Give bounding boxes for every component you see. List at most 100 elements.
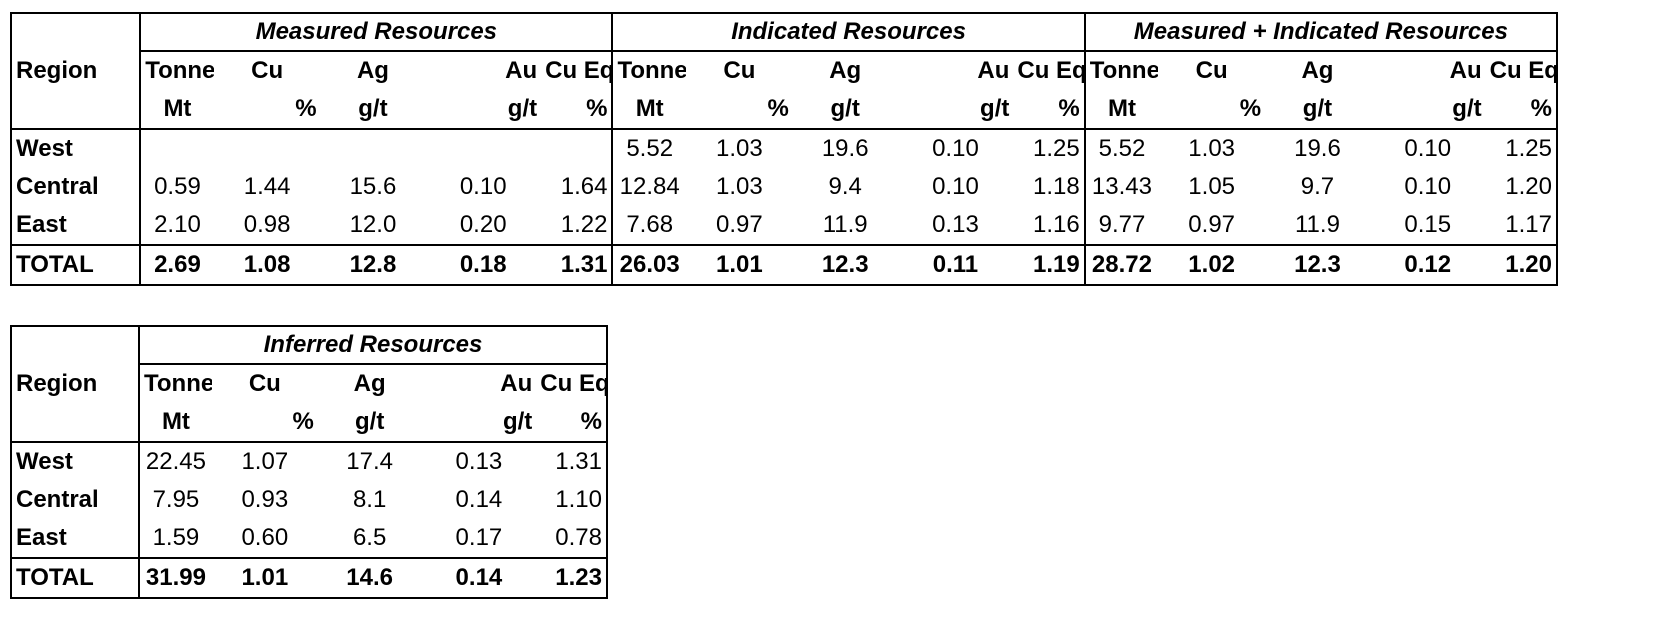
- value-ag: 11.9: [1294, 211, 1340, 238]
- group-header-indicated: Indicated Resources: [611, 13, 1085, 52]
- value-cu: 1.07: [241, 448, 289, 475]
- value-tonnes: 12.84: [611, 168, 686, 206]
- value-ag: 19.6: [821, 135, 869, 162]
- region-header: Region: [16, 56, 98, 84]
- value-au: 0.10: [932, 135, 979, 162]
- value-cu-eq: 0.78: [555, 524, 602, 551]
- value-ag: 12.3: [1265, 244, 1370, 285]
- group-header-combined: Measured + Indicated Resources: [1083, 13, 1557, 52]
- value-au: 0.12: [1369, 244, 1486, 285]
- value-cu: 0.97: [1188, 211, 1236, 238]
- col-unit-au: g/t: [1369, 90, 1486, 130]
- value-tonnes: 13.43: [1083, 168, 1159, 206]
- col-unit-cu-eq: %: [536, 403, 607, 443]
- group-header-measured: Measured Resources: [139, 13, 613, 52]
- total-row: TOTAL 31.99 1.01 14.6 0.14 1.23: [11, 557, 607, 598]
- value-cu: 1.03: [716, 135, 763, 162]
- group-header-inferred: Inferred Resources: [138, 326, 607, 365]
- value-au: 0.15: [1404, 211, 1452, 238]
- value-tonnes: 7.95: [138, 481, 212, 519]
- value-cu: 0.60: [241, 524, 289, 551]
- region-header-blank: [11, 403, 140, 443]
- value-cu: 1.05: [1188, 173, 1236, 200]
- value-au: 0.13: [932, 211, 979, 238]
- value-tonnes: 31.99: [138, 557, 212, 598]
- col-unit-au: g/t: [421, 403, 537, 443]
- resource-table-measured-indicated: Measured Resources Indicated Resources M…: [10, 12, 1558, 286]
- col-header-ag: Ag: [829, 57, 862, 84]
- region-name: TOTAL: [11, 244, 141, 285]
- region-header-blank: [11, 90, 141, 130]
- value-ag: 12.8: [320, 244, 426, 285]
- value-cu: 1.03: [1188, 135, 1236, 162]
- total-row: TOTAL 2.69 1.08 12.8 0.18 1.31 26.03 1.01 12.3 0.…: [11, 244, 1557, 285]
- value-ag: 15.6: [349, 173, 397, 200]
- col-unit-tonnes: Mt: [1083, 90, 1159, 130]
- value-au: 0.18: [425, 244, 542, 285]
- value-cu-eq: 1.23: [536, 557, 607, 598]
- corner-cell: [11, 326, 139, 364]
- value-cu-eq: 1.25: [1032, 135, 1080, 162]
- col-unit-cu: %: [213, 90, 321, 130]
- col-header-cu: Cu: [1195, 57, 1228, 84]
- col-header-au: Au: [500, 370, 533, 397]
- col-header-au: Au: [505, 57, 538, 84]
- region-name: Central: [16, 173, 99, 200]
- col-header-ag: Ag: [1301, 57, 1334, 84]
- value-cu: 1.44: [243, 173, 291, 200]
- col-header-tonnes: Tonnes: [139, 51, 214, 90]
- col-unit-tonnes: Mt: [138, 403, 212, 443]
- col-unit-au: g/t: [897, 90, 1014, 130]
- value-tonnes: 0.59: [139, 168, 214, 206]
- value-au: 0.14: [421, 557, 537, 598]
- value-tonnes: [139, 129, 214, 168]
- col-unit-tonnes: Mt: [139, 90, 214, 130]
- value-cu-eq: 1.10: [555, 486, 602, 513]
- region-header: Region: [16, 369, 98, 397]
- region-name: West: [16, 135, 73, 162]
- value-cu-eq: 1.17: [1505, 211, 1552, 238]
- value-ag: 9.7: [1300, 173, 1335, 200]
- region-name: East: [16, 211, 67, 238]
- value-ag: 8.1: [352, 486, 387, 513]
- value-cu: 0.97: [716, 211, 763, 238]
- value-cu-eq: 1.19: [1013, 244, 1085, 285]
- col-header-ag: Ag: [356, 57, 389, 84]
- col-unit-cu-eq: %: [1485, 90, 1557, 130]
- col-header-cu-eq: Cu Eq: [545, 57, 613, 84]
- value-cu: 1.01: [685, 244, 793, 285]
- value-tonnes: 2.69: [139, 244, 214, 285]
- value-au: 0.10: [459, 173, 507, 200]
- value-au: 0.10: [1404, 135, 1452, 162]
- value-au: 0.14: [455, 486, 503, 513]
- col-unit-cu: %: [685, 90, 793, 130]
- col-header-cu-eq: Cu Eq: [1017, 57, 1085, 84]
- value-ag: 17.4: [346, 448, 393, 475]
- value-cu: 0.98: [243, 211, 291, 238]
- value-cu-eq: 1.16: [1032, 211, 1080, 238]
- col-unit-tonnes: Mt: [611, 90, 686, 130]
- value-cu-eq: 1.64: [560, 173, 608, 200]
- col-header-cu: Cu: [723, 57, 756, 84]
- col-header-tonnes: Tonnes: [1083, 51, 1159, 90]
- value-ag: 12.3: [792, 244, 898, 285]
- value-ag: 14.6: [317, 557, 422, 598]
- value-au: [425, 129, 541, 168]
- value-cu-eq: 1.22: [560, 211, 608, 238]
- col-header-au: Au: [977, 57, 1010, 84]
- col-unit-au: g/t: [425, 90, 542, 130]
- col-header-tonnes: Tonnes: [611, 51, 686, 90]
- value-au: 0.10: [1404, 173, 1452, 200]
- table-row: East 1.59 0.60 6.5 0.17 0.78: [11, 519, 607, 558]
- value-ag: 19.6: [1294, 135, 1341, 162]
- value-cu: 1.03: [716, 173, 763, 200]
- table-row: Central 0.59 1.44 15.6 0.10 1.64 12.84 1.03 9.4 0…: [11, 168, 1557, 206]
- table-row: West 5.52 1.03 19.6 0.10 1.25 5.52 1.03 19.6 0.10…: [11, 129, 1557, 168]
- table-row: East 2.10 0.98 12.0 0.20 1.22 7.68 0.97 11.9 0.13…: [11, 206, 1557, 245]
- value-cu: 1.02: [1158, 244, 1266, 285]
- col-header-cu-eq: Cu Eq: [540, 370, 607, 397]
- value-tonnes: 5.52: [611, 129, 686, 168]
- value-cu: [214, 129, 321, 168]
- col-header-cu-eq: Cu Eq: [1489, 57, 1557, 84]
- region-name: East: [16, 524, 67, 551]
